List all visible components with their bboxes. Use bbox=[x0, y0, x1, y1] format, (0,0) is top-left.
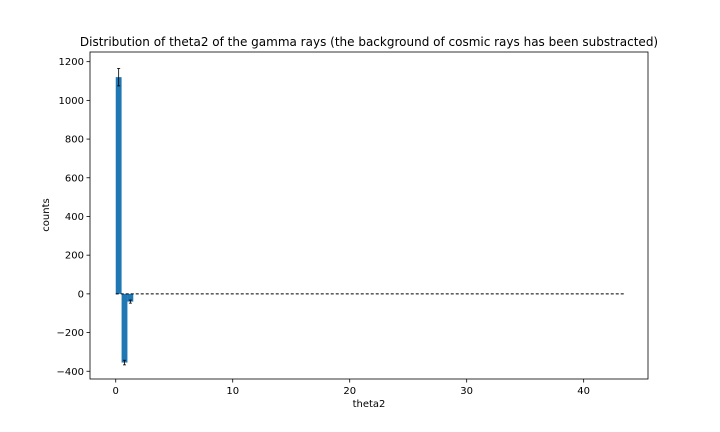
y-tick-label-6: 800 bbox=[65, 135, 84, 146]
y-tick-label-1: −200 bbox=[57, 328, 84, 339]
error-bars-layer bbox=[117, 68, 132, 366]
y-tick-label-5: 600 bbox=[65, 173, 84, 184]
x-tick-label-0: 0 bbox=[113, 386, 119, 397]
y-tick-label-0: −400 bbox=[57, 367, 84, 378]
y-tick-label-8: 1200 bbox=[59, 57, 84, 68]
chart-title: Distribution of theta2 of the gamma rays… bbox=[80, 35, 658, 49]
y-axis-ticks: −400 −200 0 200 400 600 800 1000 1200 bbox=[57, 57, 90, 378]
x-tick-label-2: 20 bbox=[343, 386, 356, 397]
y-tick-label-3: 200 bbox=[65, 251, 84, 262]
x-tick-label-3: 30 bbox=[460, 386, 473, 397]
x-tick-label-4: 40 bbox=[577, 386, 590, 397]
bar-1 bbox=[121, 293, 128, 363]
x-axis-label: theta2 bbox=[353, 399, 386, 410]
bar-0 bbox=[115, 77, 122, 294]
y-tick-label-2: 0 bbox=[78, 289, 84, 300]
bars-layer bbox=[115, 77, 134, 363]
y-axis-label: counts bbox=[41, 198, 52, 231]
y-tick-label-7: 1000 bbox=[59, 96, 84, 107]
bar-2 bbox=[127, 293, 134, 302]
x-axis-ticks: 0 10 20 30 40 bbox=[113, 379, 590, 397]
plot-area-frame bbox=[89, 51, 649, 380]
x-tick-label-1: 10 bbox=[226, 386, 239, 397]
y-tick-label-4: 400 bbox=[65, 212, 84, 223]
